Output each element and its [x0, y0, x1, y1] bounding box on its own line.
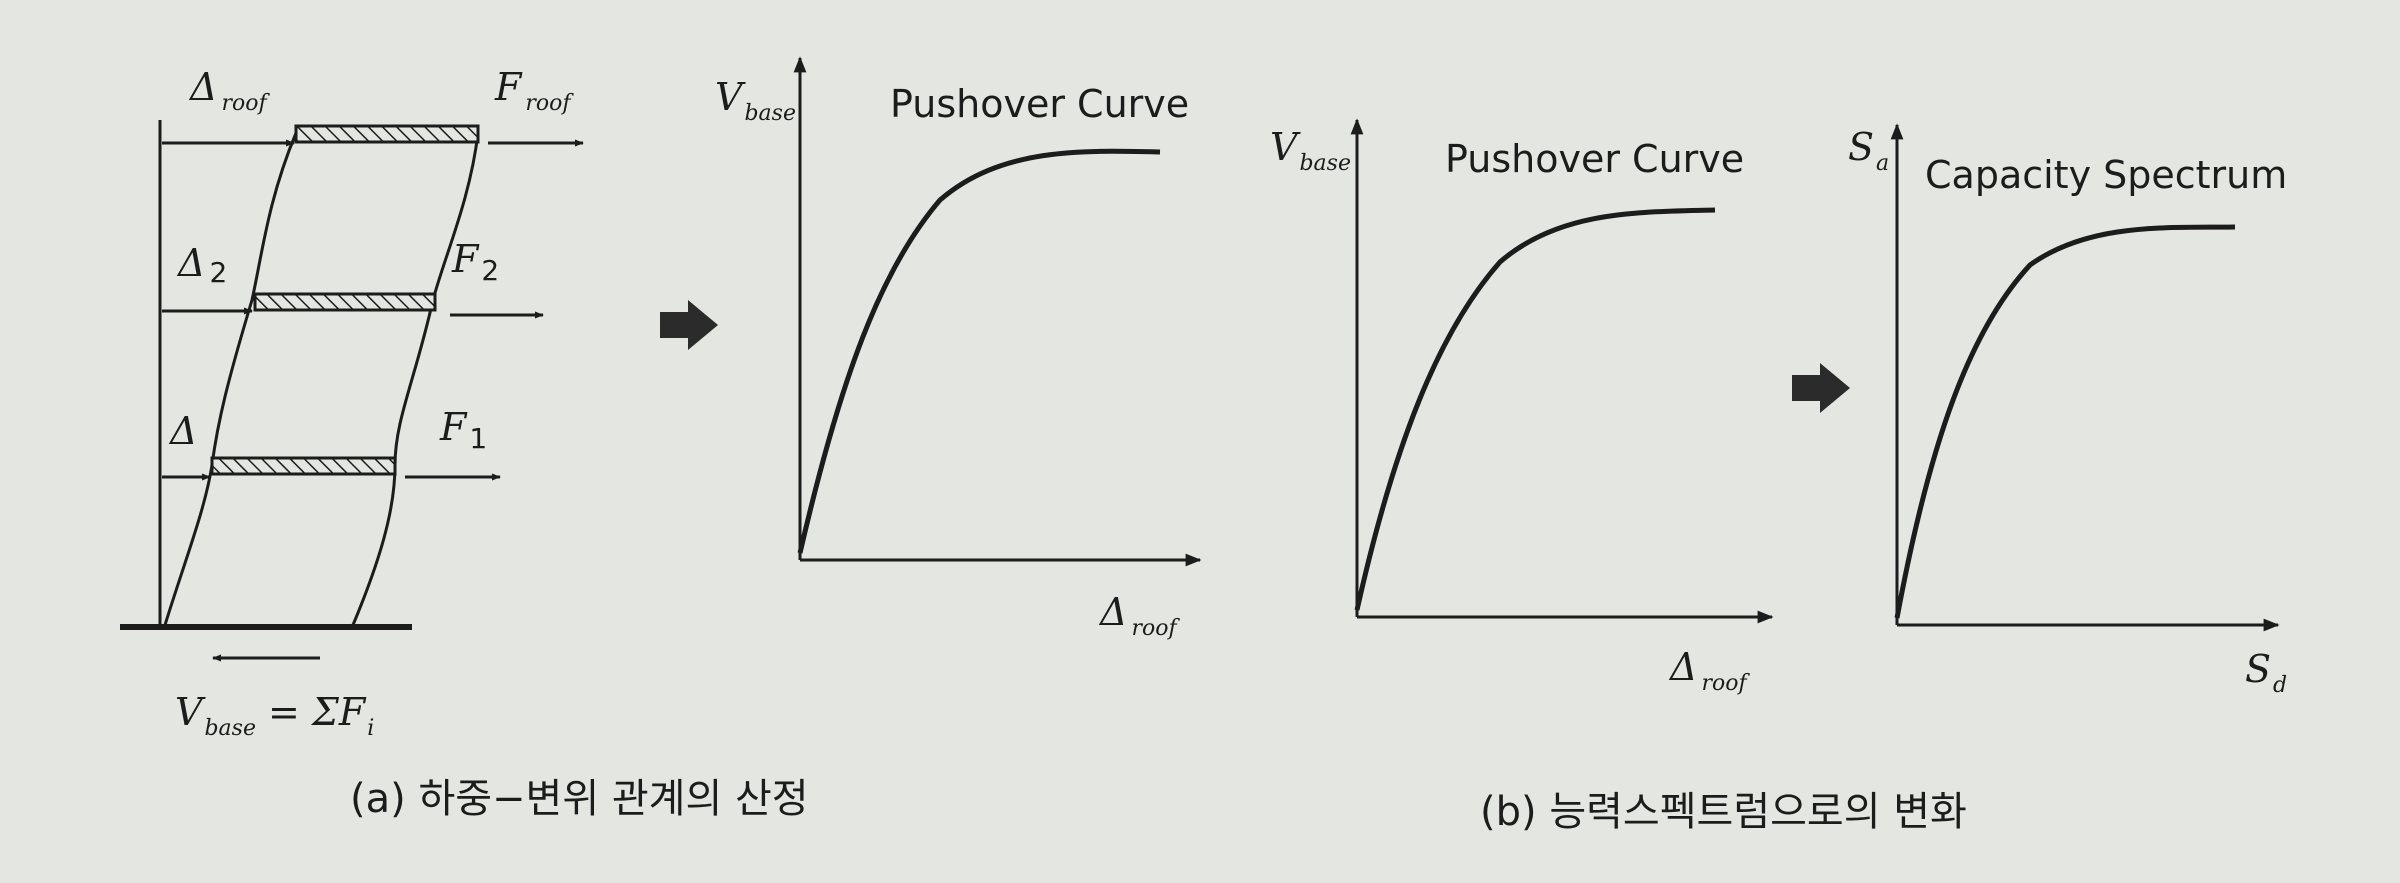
building-diagram	[120, 120, 584, 662]
chart-b-y-label: Vbase	[1270, 125, 1351, 176]
caption-a: (a) 하중−변위 관계의 산정	[350, 776, 809, 822]
caption-b: (b) 능력스펙트럼으로의 변화	[1480, 789, 1967, 835]
floor-1-slab	[210, 456, 397, 476]
capacity-spectrum-chart	[1890, 123, 2280, 632]
chart-c-x-label: Sd	[2245, 647, 2287, 698]
pushover-curve	[1354, 207, 1716, 611]
right-column	[351, 132, 480, 626]
left-column	[163, 132, 298, 626]
chart-c-y-label: Sa	[1848, 125, 1889, 176]
chart-a-y-label: Vbase	[715, 75, 796, 126]
floor-2-slab	[253, 292, 437, 312]
pushover-chart-a	[793, 56, 1202, 567]
transition-arrow-2	[1792, 363, 1850, 413]
base-shear-equation: Vbase = ΣFi	[175, 690, 374, 741]
chart-b-title: Pushover Curve	[1445, 137, 1744, 181]
roof-slab	[294, 124, 480, 144]
chart-a-title: Pushover Curve	[890, 82, 1189, 126]
transition-arrow-1	[660, 300, 718, 350]
pushover-curve	[797, 148, 1161, 554]
delta-1-label: Δ1	[168, 409, 197, 453]
pushover-chart-b	[1350, 118, 1774, 624]
capacity-spectrum-curve	[1894, 224, 2236, 619]
chart-c-title: Capacity Spectrum	[1925, 153, 2287, 197]
